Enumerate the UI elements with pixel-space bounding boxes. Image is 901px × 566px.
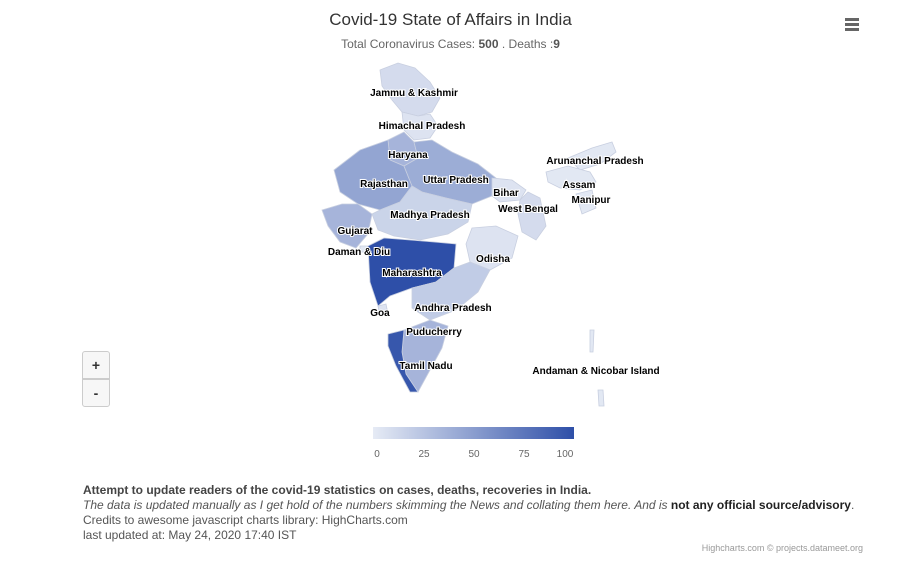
region-label-haryana: Haryana	[388, 150, 428, 161]
color-legend	[373, 427, 574, 439]
region-label-west-bengal: West Bengal	[498, 204, 558, 215]
hamburger-menu-icon[interactable]	[840, 12, 864, 36]
region-gujarat[interactable]	[321, 203, 373, 249]
region-label-tamil-nadu: Tamil Nadu	[399, 361, 452, 372]
region-odisha[interactable]	[465, 225, 519, 271]
region-label-madhya-pradesh: Madhya Pradesh	[390, 210, 469, 221]
chart-subtitle: Total Coronavirus Cases: 500 . Deaths :9	[0, 37, 901, 51]
legend-tick: 0	[374, 449, 380, 460]
cases-prefix: Total Coronavirus Cases:	[341, 37, 476, 51]
region-label-daman-diu: Daman & Diu	[328, 247, 390, 258]
footer-last-updated: last updated at: May 24, 2020 17:40 IST	[83, 528, 297, 542]
footer-disclaimer: The data is updated manually as I get ho…	[83, 498, 854, 512]
region-andhra-pradesh[interactable]	[411, 261, 491, 321]
region-label-assam: Assam	[563, 180, 596, 191]
region-label-arunanchal-pradesh: Arunanchal Pradesh	[546, 156, 643, 167]
region-label-gujarat: Gujarat	[337, 226, 373, 237]
credits-link[interactable]: Highcharts.com © projects.datameet.org	[701, 543, 863, 553]
legend-tick: 50	[468, 449, 480, 460]
region-label-puducherry: Puducherry	[406, 327, 462, 338]
region-kerala[interactable]	[387, 329, 419, 393]
region-west-bengal[interactable]	[517, 191, 547, 241]
disclaimer-bold: not any official source/advisory	[670, 498, 851, 512]
deaths-count: 9	[553, 37, 560, 51]
legend-tick: 75	[518, 449, 530, 460]
zoom-in-button[interactable]: +	[82, 351, 110, 379]
cases-count: 500	[478, 37, 499, 51]
disclaimer-end: .	[850, 498, 855, 512]
chart-title: Covid-19 State of Affairs in India	[329, 10, 572, 29]
footer-credits: Credits to awesome javascript charts lib…	[83, 513, 408, 527]
region-andaman-nicobar-island[interactable]	[589, 329, 605, 407]
region-label-bihar: Bihar	[493, 188, 519, 199]
region-himachal-pradesh[interactable]	[401, 111, 439, 141]
disclaimer-italic: The data is updated manually as I get ho…	[83, 498, 668, 512]
region-label-rajasthan: Rajasthan	[360, 179, 408, 190]
region-label-andaman-nicobar-island: Andaman & Nicobar Island	[532, 366, 659, 377]
region-label-jammu-kashmir: Jammu & Kashmir	[370, 88, 458, 99]
region-assam[interactable]	[545, 165, 597, 191]
region-label-goa: Goa	[370, 308, 390, 319]
zoom-out-button[interactable]: -	[82, 379, 110, 407]
region-label-maharashtra: Maharashtra	[382, 268, 442, 279]
region-manipur[interactable]	[575, 189, 597, 215]
region-label-himachal-pradesh: Himachal Pradesh	[379, 121, 466, 132]
deaths-label: . Deaths :	[501, 37, 554, 51]
region-madhya-pradesh[interactable]	[371, 185, 473, 241]
footer-headline: Attempt to update readers of the covid-1…	[83, 483, 592, 497]
region-label-uttar-pradesh: Uttar Pradesh	[423, 175, 489, 186]
region-goa[interactable]	[377, 303, 389, 317]
region-label-odisha: Odisha	[476, 254, 510, 265]
legend-tick: 25	[418, 449, 430, 460]
legend-tick: 100	[556, 449, 574, 460]
region-label-manipur: Manipur	[572, 195, 611, 206]
region-label-andhra-pradesh: Andhra Pradesh	[414, 303, 491, 314]
region-jammu-kashmir[interactable]	[379, 62, 441, 117]
